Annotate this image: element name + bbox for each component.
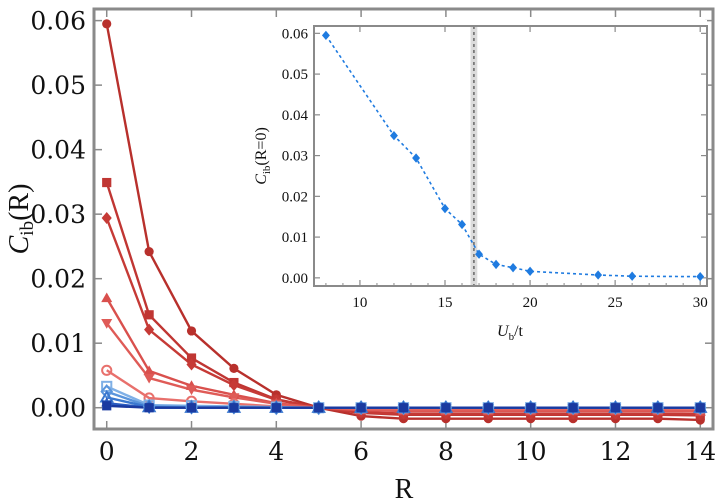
main-y-tick-label: 0.05 xyxy=(30,71,86,100)
inset-point xyxy=(526,266,535,277)
main-point-circle xyxy=(102,19,112,29)
main-x-tick-label: 6 xyxy=(353,437,369,466)
main-point-filled-square-dark xyxy=(441,403,451,413)
inset-series-line xyxy=(325,34,701,278)
main-y-tick-label: 0.06 xyxy=(30,7,86,36)
inset-x-tick-label: 30 xyxy=(693,295,708,311)
inset-point xyxy=(696,271,705,282)
main-point-triangle-down xyxy=(101,319,113,329)
main-point-circle xyxy=(144,246,154,257)
inset-point xyxy=(509,262,518,273)
inset-ticks: 10 15 20 25 30 0.00 0.01 0.02 0.03 0.04 0.05 0.06 xyxy=(282,26,708,311)
inset-point xyxy=(441,203,449,214)
inset-point xyxy=(475,249,483,259)
inset-y-tick-label: 0.02 xyxy=(282,189,308,205)
main-x-tick-label: 10 xyxy=(515,437,547,466)
inset-x-tick-label: 25 xyxy=(608,295,623,311)
inset-y-tick-label: 0.01 xyxy=(282,230,308,246)
main-y-tick-label: 0.03 xyxy=(30,200,86,229)
main-point-filled-square-dark xyxy=(398,403,409,413)
main-x-tick-label: 2 xyxy=(184,437,200,466)
main-point-triangle-down xyxy=(143,373,155,384)
main-x-tick-label: 14 xyxy=(684,437,716,466)
main-point-triangle-up xyxy=(143,365,155,376)
main-x-tick-label: 8 xyxy=(438,437,454,466)
main-x-axis-label: R xyxy=(395,474,414,503)
main-point-filled-square-dark xyxy=(271,403,281,413)
inset-y-axis-label: Cib(R=0) xyxy=(253,127,273,185)
main-point-filled-square-dark xyxy=(186,403,197,413)
main-point-filled-square-dark xyxy=(653,403,663,413)
main-x-tick-label: 4 xyxy=(268,437,284,466)
inset-point xyxy=(594,270,603,280)
main-point-triangle-up xyxy=(101,292,113,303)
main-point-filled-square-dark xyxy=(144,403,154,413)
inset-x-tick-label: 10 xyxy=(352,295,367,311)
inset-y-tick-label: 0.00 xyxy=(282,271,308,287)
main-series xyxy=(99,19,708,425)
main-point-square xyxy=(186,353,197,363)
main-plot-frame xyxy=(92,7,715,431)
inset-point xyxy=(492,259,500,270)
inset-point xyxy=(321,30,330,41)
inset-chart: 10 15 20 25 30 0.00 0.01 0.02 0.03 0.04 0.05 0.06 U… xyxy=(253,20,708,343)
main-point-filled-square-dark xyxy=(102,401,112,411)
inset-series xyxy=(321,30,705,282)
main-y-tick-label: 0.02 xyxy=(30,265,86,294)
main-y-tick-label: 0.01 xyxy=(30,329,86,358)
inset-point xyxy=(412,153,421,163)
main-point-filled-square-dark xyxy=(483,403,493,413)
inset-transition-band xyxy=(470,26,478,286)
inset-x-tick-label: 20 xyxy=(523,295,538,311)
main-point-square xyxy=(144,310,154,320)
inset-point xyxy=(458,219,466,230)
main-point-circle xyxy=(186,326,197,336)
main-point-circle xyxy=(229,363,239,373)
main-point-triangle-down xyxy=(185,385,198,396)
main-point-open-circle xyxy=(101,364,113,376)
inset-x-tick-label: 15 xyxy=(438,295,453,311)
main-point-filled-square-dark xyxy=(314,403,324,413)
main-point-filled-square-dark xyxy=(568,403,578,413)
main-point-filled-square-dark xyxy=(229,403,239,413)
inset-x-axis-label: Ub/t xyxy=(497,323,524,343)
inset-y-tick-label: 0.04 xyxy=(282,108,309,124)
main-point-filled-square-dark xyxy=(610,403,621,413)
main-y-tick-label: 0.00 xyxy=(30,394,86,423)
main-point-diamond xyxy=(186,358,197,371)
main-point-filled-square-dark xyxy=(356,403,366,413)
main-point-diamond xyxy=(144,323,155,336)
main-x-tick-label: 12 xyxy=(600,437,632,466)
main-point-triangle-down xyxy=(228,393,240,403)
inset-background xyxy=(301,20,707,286)
inset-y-tick-label: 0.05 xyxy=(282,67,308,83)
main-chart: 0 2 4 6 8 10 12 140.000.010.020.030.040.050.06 … xyxy=(4,7,716,503)
main-point-diamond xyxy=(101,212,112,225)
inset-y-tick-label: 0.06 xyxy=(282,26,309,42)
inset-point xyxy=(390,130,398,141)
main-point-filled-square-dark xyxy=(526,403,536,413)
main-y-tick-label: 0.04 xyxy=(30,136,86,165)
main-point-square xyxy=(102,177,112,188)
main-point-filled-square-dark xyxy=(695,403,705,413)
main-ticks: 0 2 4 6 8 10 12 14 0.00 0.01 0.02 0.03 0.04 0.05 0.06 xyxy=(30,7,716,466)
inset-point xyxy=(628,271,637,281)
inset-y-tick-label: 0.03 xyxy=(282,149,308,165)
main-x-tick-label: 0 xyxy=(99,437,115,466)
inset-shaded-band xyxy=(470,26,478,286)
main-y-axis-label: Cib(R) xyxy=(4,184,38,255)
main-point-diamond xyxy=(228,379,239,392)
